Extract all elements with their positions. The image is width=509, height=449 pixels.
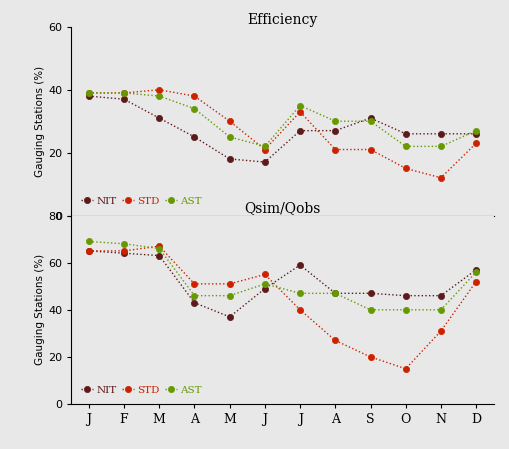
STD [121, 248, 127, 254]
NIT [156, 115, 162, 121]
Title: Qsim/Qobs: Qsim/Qobs [244, 202, 321, 216]
STD [403, 166, 409, 171]
Legend: NIT, STD, AST: NIT, STD, AST [76, 193, 206, 210]
AST [332, 119, 338, 124]
STD [473, 141, 479, 146]
NIT [367, 291, 374, 296]
NIT [156, 253, 162, 258]
AST [438, 144, 444, 149]
AST [297, 103, 303, 108]
AST [227, 134, 233, 140]
NIT [403, 131, 409, 136]
Line: NIT: NIT [86, 93, 479, 165]
STD [438, 175, 444, 180]
NIT [403, 293, 409, 298]
Line: STD: STD [86, 243, 479, 372]
NIT [227, 314, 233, 320]
NIT [438, 293, 444, 298]
NIT [191, 134, 197, 140]
AST [367, 119, 374, 124]
Y-axis label: Gauging Stations (%): Gauging Stations (%) [35, 66, 45, 177]
STD [156, 243, 162, 249]
STD [227, 119, 233, 124]
STD [473, 279, 479, 284]
AST [438, 307, 444, 313]
AST [191, 293, 197, 298]
NIT [332, 291, 338, 296]
AST [367, 307, 374, 313]
STD [297, 109, 303, 114]
AST [191, 106, 197, 111]
AST [156, 93, 162, 99]
AST [262, 281, 268, 286]
AST [121, 241, 127, 247]
NIT [227, 156, 233, 162]
Line: NIT: NIT [86, 248, 479, 320]
NIT [473, 131, 479, 136]
AST [156, 246, 162, 251]
STD [262, 272, 268, 277]
STD [86, 90, 92, 96]
STD [86, 248, 92, 254]
NIT [121, 251, 127, 256]
Line: AST: AST [86, 238, 479, 313]
AST [403, 307, 409, 313]
AST [121, 90, 127, 96]
STD [156, 87, 162, 92]
AST [473, 269, 479, 275]
NIT [191, 300, 197, 305]
Y-axis label: Gauging Stations (%): Gauging Stations (%) [35, 254, 45, 365]
NIT [262, 286, 268, 291]
AST [297, 291, 303, 296]
Line: AST: AST [86, 90, 479, 150]
STD [367, 147, 374, 152]
NIT [86, 248, 92, 254]
AST [403, 144, 409, 149]
STD [297, 307, 303, 313]
NIT [297, 128, 303, 133]
AST [86, 239, 92, 244]
STD [262, 147, 268, 152]
STD [191, 93, 197, 99]
NIT [438, 131, 444, 136]
STD [191, 281, 197, 286]
AST [262, 144, 268, 149]
NIT [473, 267, 479, 273]
STD [227, 281, 233, 286]
NIT [332, 128, 338, 133]
STD [121, 90, 127, 96]
AST [227, 293, 233, 298]
NIT [297, 262, 303, 268]
STD [438, 328, 444, 334]
STD [367, 354, 374, 360]
NIT [86, 93, 92, 99]
STD [332, 338, 338, 343]
Legend: NIT, STD, AST: NIT, STD, AST [76, 381, 206, 399]
STD [332, 147, 338, 152]
Line: STD: STD [86, 87, 479, 181]
AST [332, 291, 338, 296]
AST [473, 128, 479, 133]
NIT [262, 159, 268, 165]
Title: Efficiency: Efficiency [247, 13, 318, 27]
NIT [367, 115, 374, 121]
STD [403, 366, 409, 371]
NIT [121, 97, 127, 102]
AST [86, 90, 92, 96]
